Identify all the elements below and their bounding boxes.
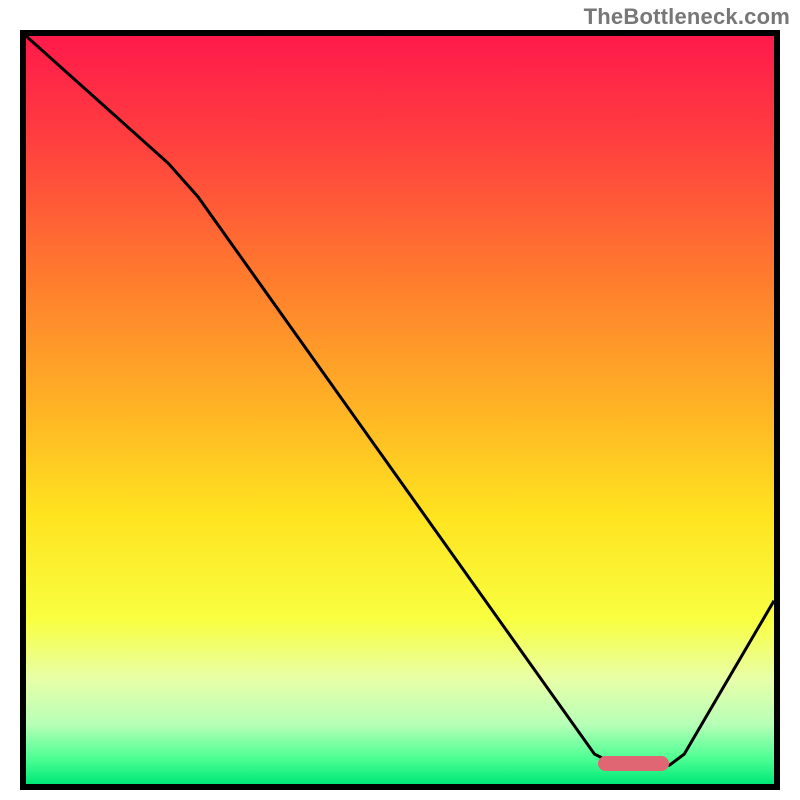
chart-plot-area: [26, 36, 774, 784]
chart-frame: [20, 30, 780, 790]
minimum-marker: [598, 756, 669, 771]
watermark-text: TheBottleneck.com: [584, 4, 790, 30]
line-curve: [26, 36, 774, 784]
chart-container: TheBottleneck.com: [0, 0, 800, 800]
